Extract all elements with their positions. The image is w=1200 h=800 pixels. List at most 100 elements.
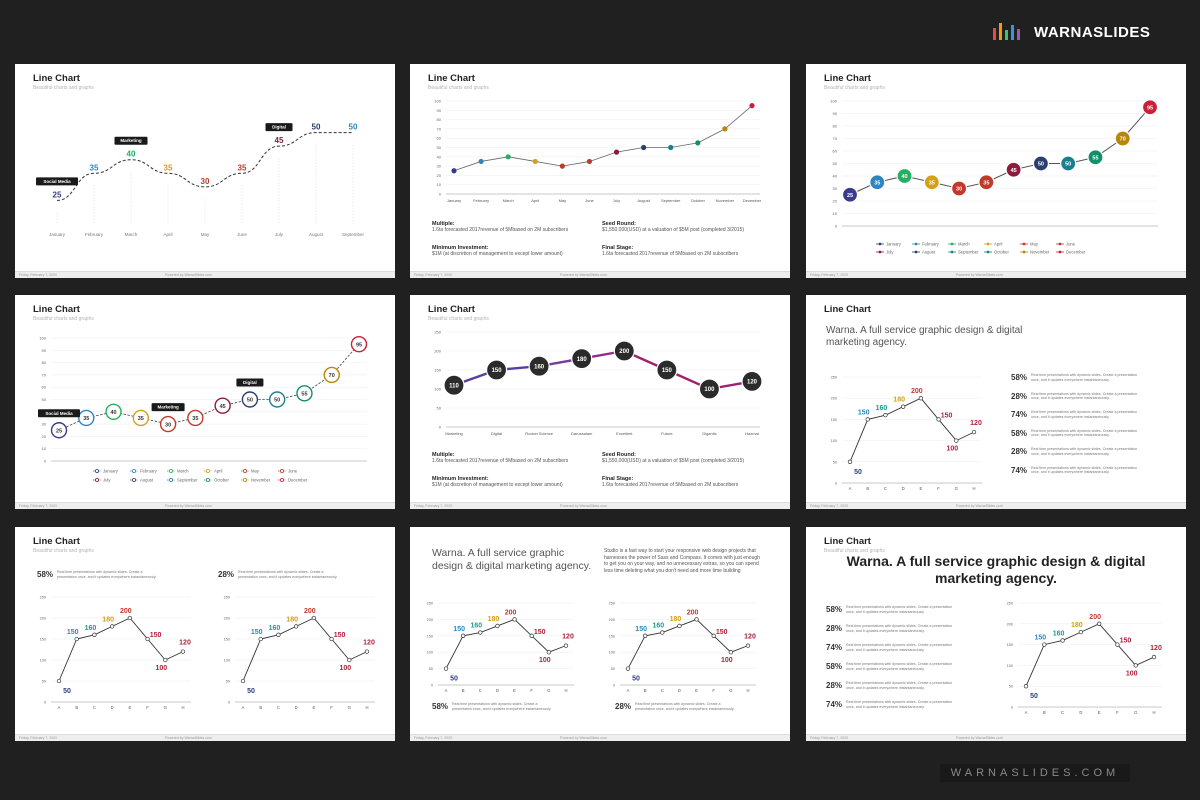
x-tick-label: Darussalam [571,431,593,436]
stat-row: 74% Real time presentations with dynamic … [826,643,956,652]
data-label: 35 [929,180,935,186]
x-tick-label: G [547,688,550,693]
slide-9[interactable]: Line Chart Beautiful charts and graphs W… [806,527,1186,741]
data-label: 55 [301,392,307,398]
stat-description: Real time presentations with dynamic sli… [1031,447,1138,456]
stat-row: 58% Real time presentations with dynamic … [826,605,956,614]
y-tick-label: 250 [831,376,837,380]
x-tick-label: Excellent [616,431,633,436]
data-point [443,666,449,671]
x-tick-label: F [712,688,715,693]
line-chart-8: 05010015020025050A150B160C180D200E150F10… [427,602,756,693]
x-tick-label: F [1116,710,1119,715]
x-tick-label: G [729,688,732,693]
slide-footer: Friday, February 7, 2020 Powered by Warn… [15,502,395,509]
info-final-stage: Final Stage: 1.6ta forecasted 2017revenu… [602,476,772,488]
data-point [485,359,508,381]
data-label: 160 [1053,630,1065,637]
data-point [1023,684,1029,689]
y-tick-label: 100 [830,99,837,104]
data-point [1032,155,1050,172]
legend-label: July [103,478,111,483]
data-point [698,378,721,400]
data-point [728,650,734,655]
x-tick-label: B [1043,710,1046,715]
legend-label: May [1030,242,1039,247]
y-tick-label: 50 [833,460,837,464]
slide-title: Line Chart [33,73,80,84]
x-tick-label: April [531,198,539,203]
y-tick-label: 100 [434,387,441,392]
data-label: 150 [662,368,673,374]
y-tick-label: 50 [1009,685,1013,689]
x-tick-label: A [627,688,630,693]
x-tick-label: May [559,198,567,203]
x-tick-label: A [445,688,448,693]
data-label: 50 [247,398,253,404]
data-label: 150 [251,629,263,636]
y-tick-label: 250 [40,596,46,600]
x-tick-label: January [447,198,461,203]
slide-1[interactable]: Line Chart Beautiful charts and graphs 2… [15,64,395,278]
y-tick-label: 250 [224,596,230,600]
data-label: 35 [983,180,989,186]
stat-percent: 58% [1011,373,1028,382]
footer-date: Friday, February 7, 2020 [414,736,453,740]
data-label: 40 [901,174,907,180]
data-label: 200 [619,349,630,355]
legend-label: March [177,469,189,474]
legend-swatch [950,242,954,246]
data-point [936,417,941,422]
stat-row: 28% Real time presentations with dynamic… [218,570,338,579]
legend-label: January [886,242,902,247]
y-tick-label: 150 [1007,643,1013,647]
data-label: 180 [893,397,905,404]
data-point [1042,642,1047,647]
data-point [978,174,995,191]
slide-footer: Friday, February 7, 2020 Powered by Warn… [410,734,790,741]
info-multiple: Multiple: 1.6ta forecasted 2017revenue o… [432,221,597,233]
data-point [660,630,665,635]
x-tick-label: H [1152,710,1155,715]
stat-row: 58% Real time presentations with dynamic … [1011,373,1141,382]
x-tick-label: C [661,688,664,693]
y-tick-label: 20 [42,434,47,439]
footer-date: Friday, February 7, 2020 [19,736,58,740]
data-label: 200 [120,608,132,615]
x-tick-label: November [716,198,735,203]
x-tick-label: March [503,198,514,203]
x-tick-label: Rocket Science [525,431,554,436]
stat-description: Real time presentations with dynamic sli… [635,702,735,711]
y-tick-label: 200 [609,618,615,622]
slide-4[interactable]: Line Chart Beautiful charts and graphs 0… [15,295,395,509]
stat-row: 74% Real time presentations with dynamic … [1011,410,1141,419]
slide-6[interactable]: Line Chart Warna. A full service graphic… [806,295,1186,509]
data-point [495,623,500,629]
slide-5[interactable]: Line Chart Beautiful charts and graphs 0… [410,295,790,509]
y-tick-label: 150 [224,638,230,642]
x-tick-label: A [849,486,852,491]
y-tick-label: 0 [431,684,433,688]
info-label: Multiple: [432,221,455,227]
stat-description: Real time presentations with dynamic sli… [1031,410,1138,419]
y-tick-label: 250 [427,602,433,606]
x-tick-label: December [743,198,762,203]
slide-2[interactable]: Line Chart Beautiful charts and graphs 0… [410,64,790,278]
data-label: 50 [450,676,458,683]
x-tick-label: September [342,232,365,237]
data-point [1005,161,1022,178]
data-label: 50 [274,398,280,404]
y-tick-label: 0 [835,482,837,486]
slide-7[interactable]: Line Chart Beautiful charts and graphs 0… [15,527,395,741]
x-tick-label: Digital [491,431,502,436]
data-point [971,429,977,435]
stat-row: 74% Real time presentations with dynamic … [1011,466,1141,475]
info-text: $1M (at discretion of management to exce… [432,251,563,257]
callout-box [151,403,185,412]
slide-3[interactable]: Line Chart Beautiful charts and graphs 0… [806,64,1186,278]
x-tick-label: B [462,688,465,693]
legend-swatch [242,477,247,482]
data-label: 180 [1071,622,1083,629]
slide-8[interactable]: Warna. A full service graphic design & d… [410,527,790,741]
x-tick-label: April [163,232,172,237]
